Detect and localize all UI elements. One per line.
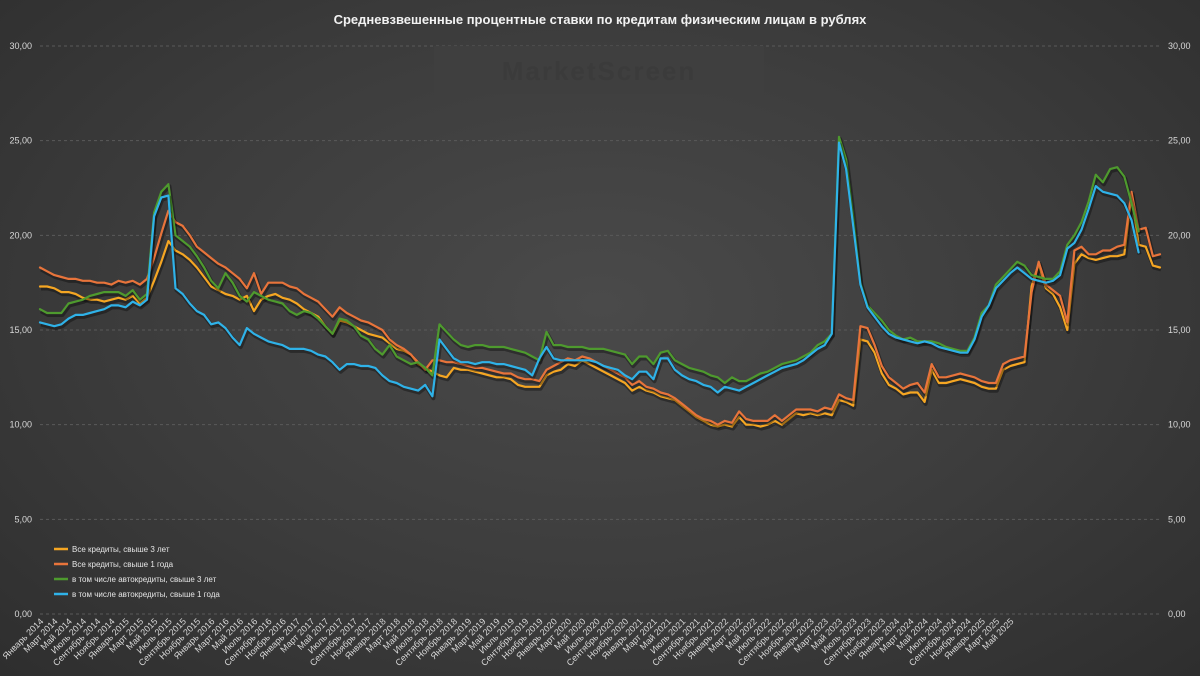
y-tick-label-left: 0,00 (14, 609, 32, 619)
series-lines (38, 135, 1162, 431)
y-tick-label-right: 5,00 (1168, 514, 1186, 524)
watermark-box (434, 46, 764, 94)
y-tick-label-left: 15,00 (9, 325, 32, 335)
y-tick-label-right: 30,00 (1168, 41, 1191, 51)
y-tick-label-right: 0,00 (1168, 609, 1186, 619)
y-axis-left: 0,00 5,00 10,00 15,00 20,00 25,00 30,00 (9, 41, 32, 619)
y-tick-label-right: 15,00 (1168, 325, 1191, 335)
grid (40, 45, 1160, 615)
y-tick-label-left: 30,00 (9, 41, 32, 51)
y-axis-right: 0,00 5,00 10,00 15,00 20,00 25,00 30,00 (1168, 41, 1191, 619)
legend: Все кредиты, свыше 3 лет Все кредиты, свы… (54, 545, 220, 599)
legend-label: в том числе автокредиты, свыше 1 года (72, 590, 220, 599)
y-tick-label-right: 25,00 (1168, 136, 1191, 146)
y-tick-label-right: 20,00 (1168, 230, 1191, 240)
y-tick-label-right: 10,00 (1168, 420, 1191, 430)
legend-label: Все кредиты, свыше 1 года (72, 560, 174, 569)
y-tick-label-left: 25,00 (9, 136, 32, 146)
watermark: MarketScreen (434, 46, 764, 94)
legend-label: в том числе автокредиты, свыше 3 лет (72, 575, 217, 584)
watermark-text: MarketScreen (502, 56, 697, 86)
series-line-1 (38, 192, 1162, 428)
series-line-3 (38, 135, 1140, 385)
legend-label: Все кредиты, свыше 3 лет (72, 545, 170, 554)
y-tick-label-left: 5,00 (14, 514, 32, 524)
series-line-4 (38, 141, 1140, 398)
series-line-shadow (41, 193, 1162, 431)
y-tick-label-left: 20,00 (9, 230, 32, 240)
y-tick-label-left: 10,00 (9, 420, 32, 430)
chart-title: Средневзвешенные процентные ставки по кр… (334, 12, 868, 27)
